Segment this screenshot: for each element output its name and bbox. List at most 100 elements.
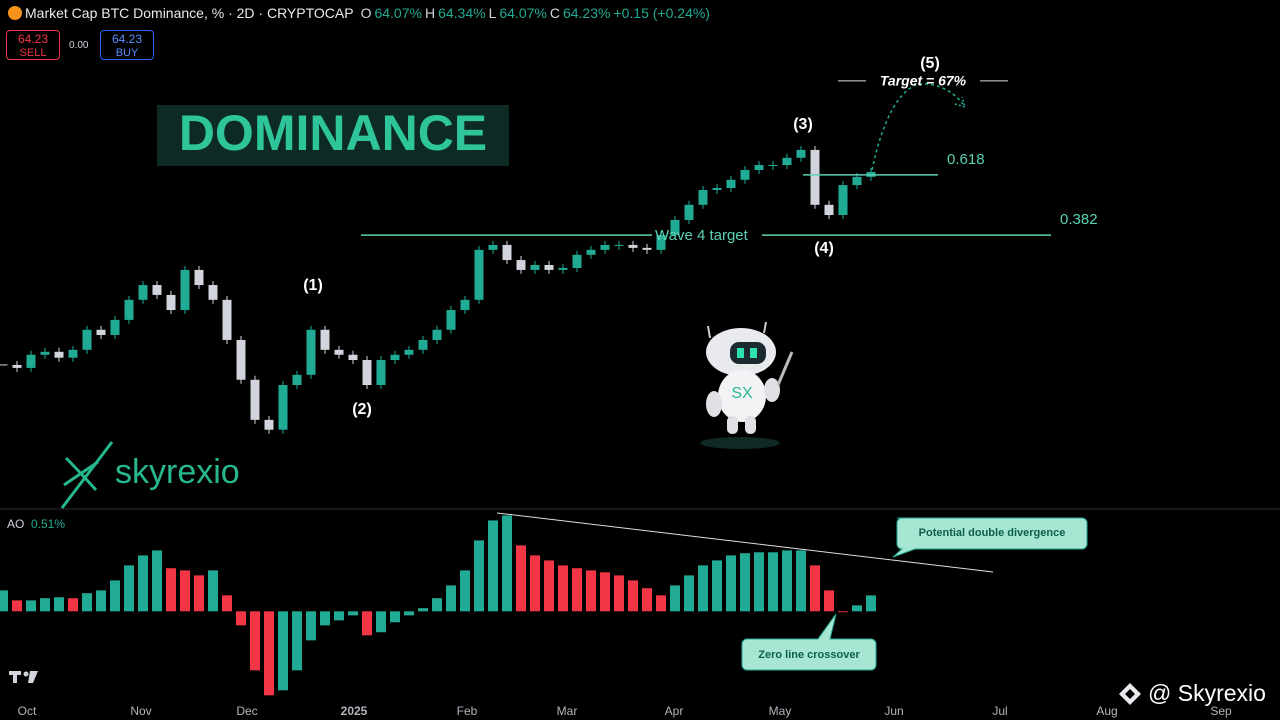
x-tick-label: 2025: [341, 704, 368, 718]
watermark: @ Skyrexio: [1148, 680, 1266, 706]
candle: [754, 165, 764, 170]
candle: [586, 249, 596, 255]
c-value: 64.23%: [562, 5, 611, 21]
ao-bar: [222, 595, 232, 612]
ao-bar: [12, 600, 22, 612]
l-label: L: [488, 5, 497, 21]
candle: [516, 260, 526, 270]
fib-label: 0.382: [1060, 211, 1098, 228]
wave-label: (2): [352, 401, 372, 418]
ao-bar: [446, 585, 456, 612]
ao-bar: [600, 572, 610, 612]
ao-bar: [782, 550, 792, 612]
x-tick-label: Dec: [236, 704, 257, 718]
candle: [474, 249, 484, 300]
o-value: 64.07%: [374, 5, 422, 21]
candle: [0, 364, 8, 366]
ao-bar: [264, 611, 274, 696]
candle: [740, 169, 750, 180]
candle: [194, 269, 204, 286]
tv-logo: [9, 671, 38, 683]
x-tick-label: Aug: [1096, 704, 1117, 718]
ao-bar: [432, 598, 442, 612]
callout-box: [741, 613, 877, 671]
ao-bar: [754, 552, 764, 612]
callout-text: Zero line crossover: [758, 649, 860, 661]
callout-box: [892, 517, 1088, 558]
banner: DOMINANCE: [179, 105, 487, 161]
x-tick-label: Sep: [1210, 704, 1232, 718]
candle: [208, 285, 218, 300]
o-label: O: [360, 5, 372, 21]
candle: [390, 354, 400, 361]
candle: [376, 360, 386, 386]
target-label: Target = 67%: [880, 73, 967, 89]
callout-text: Potential double divergence: [919, 527, 1066, 539]
candle: [40, 351, 50, 355]
ao-bar: [796, 550, 806, 612]
ao-bar: [54, 597, 64, 612]
candle: [838, 185, 848, 216]
wave-label: (3): [793, 116, 813, 133]
ao-bar: [138, 555, 148, 612]
projection-head: [954, 96, 967, 109]
candle: [166, 294, 176, 311]
candle: [320, 329, 330, 350]
ao-bar: [810, 565, 820, 612]
ao-bar: [40, 598, 50, 612]
symbol-title: Market Cap BTC Dominance, % · 2D · CRYPT…: [25, 5, 354, 21]
change: +0.15 (+0.24%): [613, 5, 710, 21]
ao-bar: [684, 575, 694, 612]
candle: [600, 244, 610, 250]
h-label: H: [424, 5, 436, 21]
c-label: C: [549, 5, 560, 21]
candle: [250, 379, 260, 420]
ao-bar: [236, 611, 246, 626]
ao-bar: [68, 598, 78, 612]
header: Market Cap BTC Dominance, % · 2D · CRYPT…: [8, 5, 710, 21]
candle: [404, 349, 414, 355]
ao-bar: [110, 580, 120, 612]
candle: [614, 244, 624, 246]
ao-bar: [26, 600, 36, 612]
ao-bar: [866, 595, 876, 612]
candle: [96, 329, 106, 336]
divergence-line: [496, 512, 994, 573]
candle: [670, 219, 680, 236]
candle: [110, 319, 120, 336]
candle: [152, 285, 162, 295]
ao-bar: [82, 593, 92, 612]
sell-label: SELL: [19, 47, 47, 59]
ao-bar: [96, 590, 106, 612]
candle: [362, 360, 372, 386]
ao-bar: [740, 553, 750, 612]
candle: [222, 299, 232, 340]
ao-bar: [824, 590, 834, 612]
ao-bar: [544, 560, 554, 612]
buy-button[interactable]: 64.23 BUY: [100, 30, 154, 60]
banner-box: [157, 105, 509, 166]
ao-bar: [726, 555, 736, 612]
ao-bar: [488, 520, 498, 612]
btc-icon: [8, 6, 22, 20]
candle: [544, 264, 554, 270]
x-tick-label: Jun: [884, 704, 903, 718]
ao-bar: [628, 580, 638, 612]
wave-label: (1): [303, 277, 323, 294]
watermark-icon: [1119, 683, 1141, 705]
candle: [68, 349, 78, 358]
sell-button[interactable]: 64.23 SELL: [6, 30, 60, 60]
candle: [82, 329, 92, 350]
ao-bar: [348, 611, 358, 616]
candle: [306, 329, 316, 375]
ao-bar: [152, 550, 162, 612]
candle: [796, 149, 806, 158]
ao-bar: [460, 570, 470, 612]
ao-bar: [516, 545, 526, 612]
candle: [26, 354, 36, 368]
candle: [292, 374, 302, 386]
candle: [642, 247, 652, 250]
ao-bar: [670, 585, 680, 612]
